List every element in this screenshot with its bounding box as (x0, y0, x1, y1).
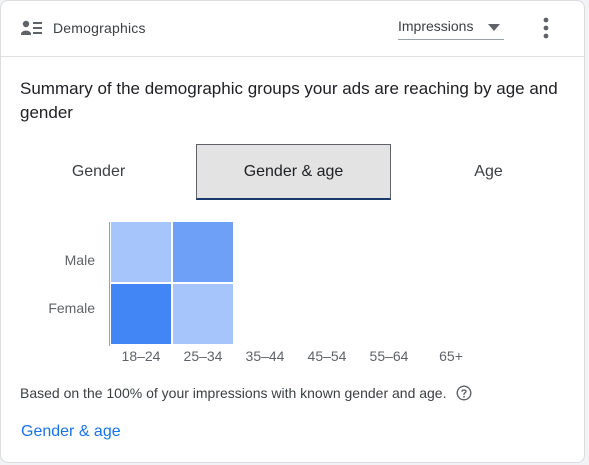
tab-gender-and-age[interactable]: Gender & age (196, 144, 391, 200)
summary-text: Summary of the demographic groups your a… (20, 79, 558, 122)
demographics-icon (21, 20, 42, 35)
footnote: Based on the 100% of your impressions wi… (20, 385, 472, 401)
column-label: 25–34 (183, 348, 223, 364)
gender-and-age-link[interactable]: Gender & age (21, 423, 121, 440)
help-circle-icon[interactable] (456, 385, 472, 401)
card-header: Demographics Impressions (1, 1, 584, 57)
metric-dropdown-value: Impressions (398, 18, 474, 34)
heatmap-cell-male-0[interactable] (110, 221, 172, 283)
heatmap-cell-female-1[interactable] (172, 283, 234, 345)
row-label-female: Female (48, 300, 95, 316)
tab-gender[interactable]: Gender (71, 163, 126, 180)
heatmap-axis-line (109, 222, 110, 346)
footnote-text: Based on the 100% of your impressions wi… (20, 385, 447, 401)
column-label: 18–24 (121, 348, 161, 364)
demographic-tabs: Gender Gender & age Age (1, 144, 584, 202)
more-vert-icon[interactable] (538, 16, 554, 40)
column-label: 55–64 (369, 348, 409, 364)
metric-dropdown[interactable]: Impressions (398, 16, 504, 40)
column-label: 45–54 (307, 348, 347, 364)
tab-age[interactable]: Age (474, 163, 503, 180)
gender-age-heatmap: Male Female 18–24 25–34 35–44 45–54 55–64 65+ (1, 216, 584, 366)
heatmap-cell-male-1[interactable] (172, 221, 234, 283)
caret-down-icon (488, 24, 500, 31)
card-title: Demographics (53, 20, 146, 36)
column-label: 35–44 (245, 348, 285, 364)
row-label-male: Male (64, 252, 95, 268)
heatmap-cell-female-0[interactable] (110, 283, 172, 345)
column-label: 65+ (439, 348, 463, 364)
